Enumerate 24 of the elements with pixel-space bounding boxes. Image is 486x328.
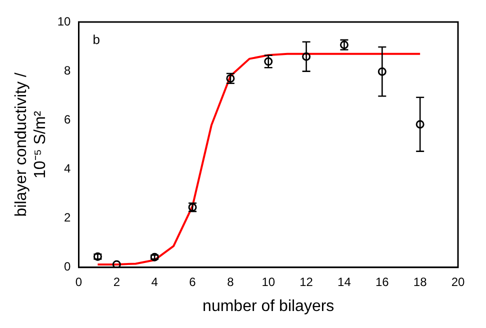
x-tick-label: 18 <box>413 274 428 289</box>
point <box>378 67 386 76</box>
point <box>302 52 311 61</box>
x-tick-label: 10 <box>262 274 276 289</box>
y-tick-label: 8 <box>64 63 72 78</box>
point <box>112 260 121 268</box>
x-tick-label: 12 <box>300 274 314 289</box>
x-tick-label: 6 <box>189 274 196 289</box>
x-tick-label: 4 <box>151 274 158 289</box>
annotation: b <box>92 32 100 48</box>
x-axis-title: number of bilayers <box>202 298 334 315</box>
point <box>416 120 424 129</box>
y-tick-label: 6 <box>64 112 72 126</box>
y-tick-label: 10 <box>57 14 72 28</box>
y-axis-title: bilayer conductivity / 10⁻⁵ S/m² <box>13 72 50 217</box>
y-tick-label: 2 <box>64 210 72 225</box>
x-tick-label: 8 <box>227 274 234 289</box>
x-tick-label: 14 <box>338 274 352 289</box>
y-tick-label: 4 <box>64 162 72 176</box>
x-tick-label: 16 <box>375 274 390 289</box>
x-tick-label: 2 <box>113 274 120 289</box>
y-tick-label: 0 <box>64 260 72 274</box>
x-tick-label: 0 <box>75 274 82 289</box>
x-tick-label: 20 <box>451 274 465 289</box>
